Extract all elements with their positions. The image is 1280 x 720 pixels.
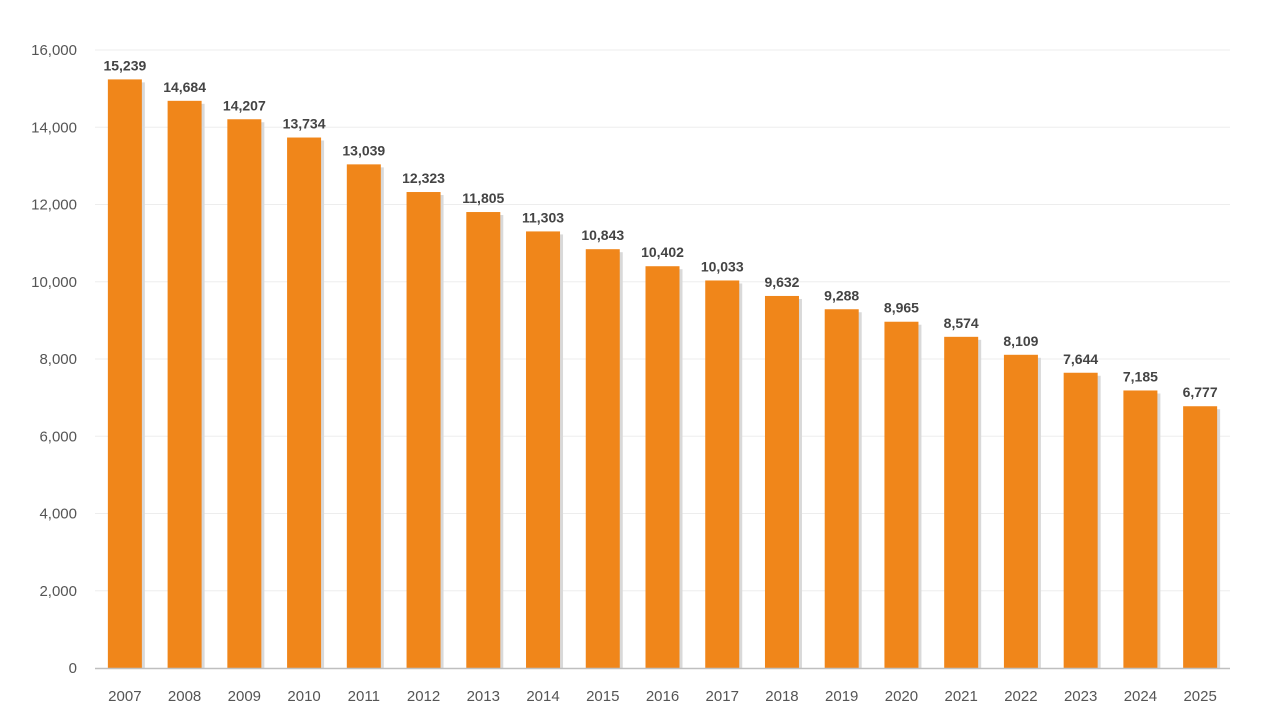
data-label-2010: 13,734: [283, 116, 326, 132]
x-tick-label: 2011: [348, 688, 380, 705]
data-label-2018: 9,632: [764, 274, 799, 290]
y-tick-label: 0: [69, 660, 77, 677]
bar-2008: [167, 100, 202, 668]
x-axis-tick-labels: 2007 2008 2009 2010 2011 2012 2013 2014 2015 2016…: [108, 688, 1217, 705]
x-tick-label: 2019: [825, 688, 858, 705]
data-label-2013: 11,805: [462, 190, 504, 206]
data-label-2014: 11,303: [522, 209, 564, 225]
bar-2009: [227, 119, 262, 668]
data-label-2019: 9,288: [824, 287, 859, 303]
bar-2016: [645, 266, 680, 668]
x-tick-label: 2021: [944, 688, 977, 705]
bar-2020: [884, 321, 919, 668]
x-tick-label: 2020: [885, 688, 918, 705]
bar-2024: [1123, 390, 1158, 668]
x-tick-label: 2015: [586, 688, 619, 705]
x-tick-label: 2018: [765, 688, 798, 705]
bar-2023: [1063, 372, 1098, 668]
data-label-2016: 10,402: [641, 244, 684, 260]
x-tick-label: 2024: [1124, 688, 1157, 705]
x-tick-label: 2016: [646, 688, 679, 705]
bar-2013: [466, 212, 501, 669]
y-tick-label: 16,000: [31, 42, 77, 59]
bar-2019: [824, 309, 859, 668]
y-tick-label: 10,000: [31, 274, 77, 291]
bar-2010: [287, 137, 322, 669]
x-tick-label: 2012: [407, 688, 440, 705]
data-label-2007: 15,239: [103, 57, 146, 73]
data-label-2023: 7,644: [1063, 351, 1098, 367]
bar-2015: [585, 249, 620, 668]
x-tick-label: 2013: [467, 688, 500, 705]
bar-2007: [107, 79, 142, 669]
y-tick-label: 8,000: [39, 351, 77, 368]
bar-2025: [1183, 406, 1218, 668]
x-tick-label: 2009: [228, 688, 261, 705]
bar-2012: [406, 192, 441, 669]
y-axis-tick-labels: 0 2,000 4,000 6,000 8,000 10,000 12,000 14,000 1…: [31, 42, 77, 677]
x-tick-label: 2023: [1064, 688, 1097, 705]
x-tick-label: 2022: [1004, 688, 1037, 705]
data-label-2009: 14,207: [223, 97, 266, 113]
data-label-2024: 7,185: [1123, 368, 1158, 384]
bar-2022: [1003, 354, 1038, 668]
data-label-2017: 10,033: [701, 258, 744, 274]
x-tick-label: 2025: [1183, 688, 1216, 705]
x-tick-label: 2008: [168, 688, 201, 705]
x-tick-label: 2017: [706, 688, 739, 705]
bar-2014: [526, 231, 561, 668]
y-tick-label: 12,000: [31, 197, 77, 214]
data-label-2015: 10,843: [581, 227, 624, 243]
y-tick-label: 6,000: [39, 428, 77, 445]
data-labels: 15,239 14,684 14,207 13,734 13,039 12,323 11,8…: [103, 57, 1217, 400]
bar-2011: [346, 164, 381, 668]
bar-2021: [944, 336, 979, 668]
x-tick-label: 2014: [526, 688, 559, 705]
data-label-2012: 12,323: [402, 170, 445, 186]
data-label-2011: 13,039: [342, 142, 385, 158]
y-tick-label: 2,000: [39, 583, 77, 600]
data-label-2021: 8,574: [944, 315, 979, 331]
x-tick-label: 2007: [108, 688, 141, 705]
bar-2018: [764, 295, 799, 668]
data-label-2008: 14,684: [163, 79, 206, 95]
x-tick-label: 2010: [287, 688, 320, 705]
bars: [107, 79, 1221, 669]
data-label-2020: 8,965: [884, 300, 919, 316]
data-label-2022: 8,109: [1003, 333, 1038, 349]
y-tick-label: 14,000: [31, 119, 77, 136]
data-label-2025: 6,777: [1183, 384, 1218, 400]
y-tick-label: 4,000: [39, 506, 77, 523]
bar-2017: [705, 280, 740, 668]
